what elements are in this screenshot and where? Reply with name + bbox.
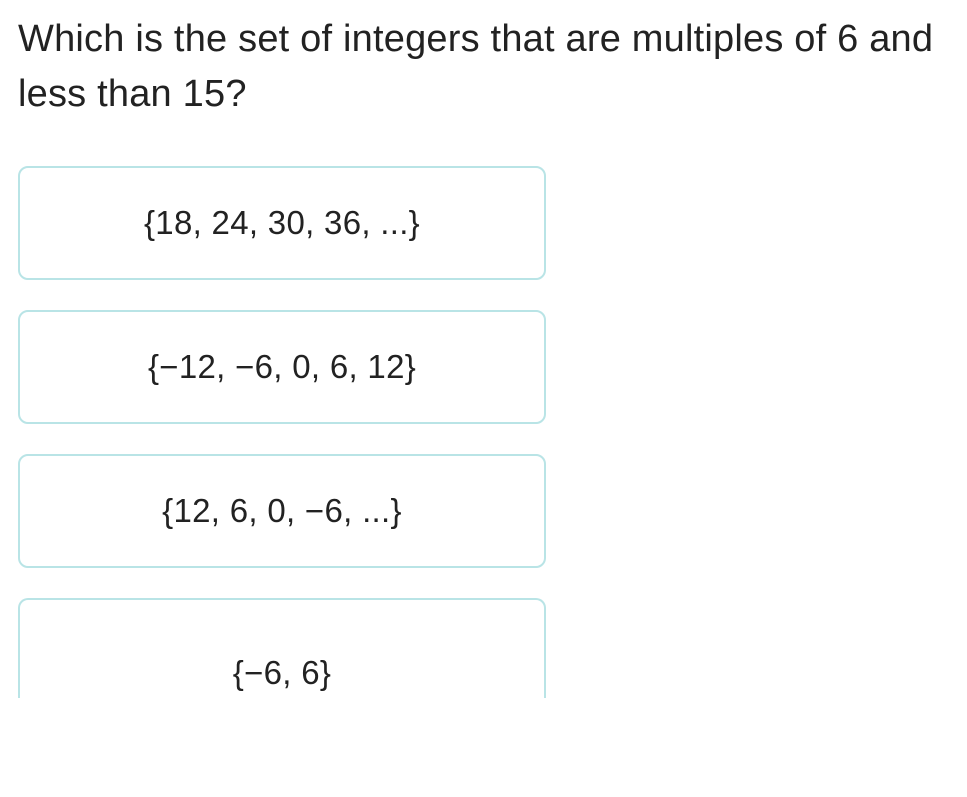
question-text: Which is the set of integers that are mu… (18, 12, 949, 122)
answer-option-3[interactable]: {12, 6, 0, −6, ...} (18, 454, 546, 568)
answer-option-label: {−12, −6, 0, 6, 12} (148, 348, 416, 386)
answer-option-4[interactable]: {−6, 6} (18, 598, 546, 698)
answer-option-label: {−6, 6} (233, 654, 331, 692)
options-container: {18, 24, 30, 36, ...} {−12, −6, 0, 6, 12… (18, 166, 546, 698)
answer-option-label: {12, 6, 0, −6, ...} (162, 492, 402, 530)
answer-option-1[interactable]: {18, 24, 30, 36, ...} (18, 166, 546, 280)
answer-option-2[interactable]: {−12, −6, 0, 6, 12} (18, 310, 546, 424)
answer-option-label: {18, 24, 30, 36, ...} (144, 204, 420, 242)
